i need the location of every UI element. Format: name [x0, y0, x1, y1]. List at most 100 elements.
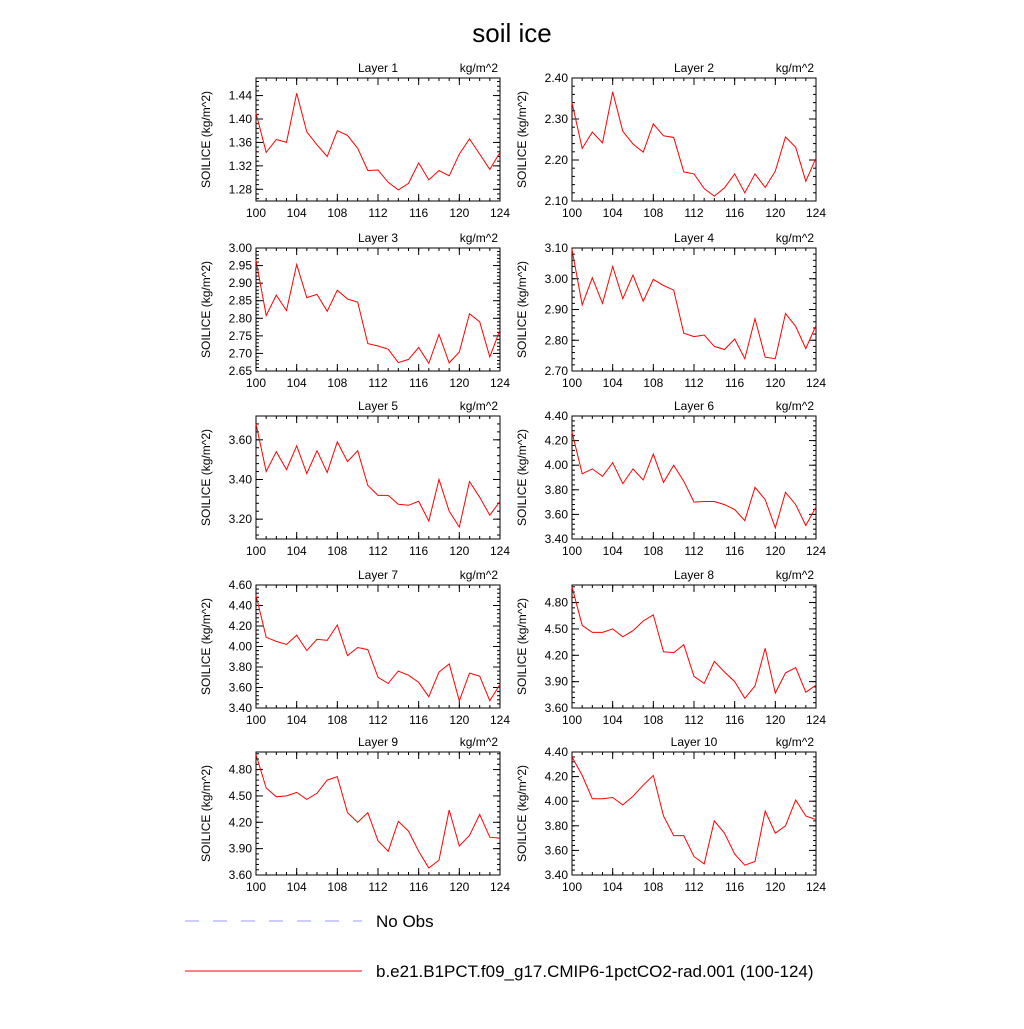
panel-units: kg/m^2	[776, 231, 815, 245]
x-tick-label: 124	[490, 206, 510, 220]
y-tick-label: 3.20	[229, 512, 253, 526]
x-tick-label: 104	[287, 206, 307, 220]
x-tick-label: 104	[603, 713, 623, 727]
x-tick-label: 112	[368, 544, 387, 558]
y-tick-label: 3.60	[545, 507, 569, 521]
series-line-model	[255, 754, 501, 869]
panel-title: Layer 7	[358, 568, 398, 582]
y-tick-label: 3.60	[229, 433, 253, 447]
y-tick-label: 4.80	[229, 763, 253, 777]
y-tick-label: 3.00	[229, 241, 253, 255]
x-tick-label: 112	[368, 376, 387, 390]
x-tick-label: 112	[684, 713, 703, 727]
plot-frame	[255, 415, 501, 540]
y-tick-label: 2.75	[229, 329, 253, 343]
panel-units: kg/m^2	[460, 231, 499, 245]
panel-layer-1: Layer 1 kg/m^2 SOILICE (kg/m^2) 100 104 108 11…	[199, 61, 510, 220]
x-tick-label: 120	[449, 206, 469, 220]
panels: Layer 1 kg/m^2 SOILICE (kg/m^2) 100 104 108 11…	[199, 61, 826, 894]
x-tick-label: 124	[806, 713, 826, 727]
panel-layer-3: Layer 3 kg/m^2 SOILICE (kg/m^2) 100 104 108 11…	[199, 231, 510, 390]
y-tick-label: 2.70	[545, 364, 569, 378]
panel-title: Layer 4	[674, 231, 714, 245]
x-tick-label: 112	[684, 206, 703, 220]
y-tick-label: 4.50	[545, 622, 569, 636]
y-tick-label: 2.80	[545, 333, 569, 347]
panel-layer-10: Layer 10 kg/m^2 SOILICE (kg/m^2) 100 104 108 1…	[515, 735, 826, 894]
x-tick-label: 120	[449, 713, 469, 727]
panel-layer-8: Layer 8 kg/m^2 SOILICE (kg/m^2) 100 104 108 11…	[515, 568, 826, 727]
plot-frame	[571, 77, 817, 202]
x-tick-label: 108	[643, 206, 663, 220]
x-tick-label: 120	[765, 880, 785, 894]
y-tick-label: 3.60	[545, 701, 569, 715]
panel-units: kg/m^2	[460, 61, 499, 75]
x-tick-label: 108	[643, 713, 663, 727]
y-tick-label: 4.20	[229, 619, 253, 633]
panel-units: kg/m^2	[776, 735, 815, 749]
x-tick-label: 112	[368, 713, 387, 727]
series-line-model	[571, 249, 817, 361]
y-axis-label: SOILICE (kg/m^2)	[515, 261, 529, 358]
y-axis-label: SOILICE (kg/m^2)	[199, 91, 213, 188]
y-tick-label: 4.20	[545, 434, 569, 448]
x-tick-label: 100	[246, 713, 266, 727]
x-tick-label: 116	[409, 880, 428, 894]
panel-units: kg/m^2	[776, 568, 815, 582]
x-tick-label: 100	[562, 206, 582, 220]
y-axis-label: SOILICE (kg/m^2)	[199, 598, 213, 695]
y-tick-label: 1.44	[229, 89, 253, 103]
x-tick-label: 120	[765, 206, 785, 220]
x-tick-label: 116	[725, 880, 744, 894]
y-tick-label: 2.95	[229, 259, 253, 273]
x-tick-label: 124	[490, 544, 510, 558]
y-tick-label: 3.40	[229, 472, 253, 486]
x-tick-label: 124	[490, 880, 510, 894]
panel-title: Layer 10	[671, 735, 718, 749]
series-line-model	[571, 756, 817, 866]
x-tick-label: 120	[449, 880, 469, 894]
x-tick-label: 112	[684, 544, 703, 558]
panel-title: Layer 8	[674, 568, 714, 582]
y-tick-label: 4.40	[229, 599, 253, 613]
x-tick-label: 100	[246, 880, 266, 894]
y-tick-label: 4.40	[545, 409, 569, 423]
y-tick-label: 2.40	[545, 71, 569, 85]
legend-obs-label: No Obs	[376, 912, 434, 931]
x-tick-label: 116	[409, 544, 428, 558]
x-tick-label: 108	[327, 880, 347, 894]
x-tick-label: 108	[327, 376, 347, 390]
plot-frame	[255, 77, 501, 202]
y-tick-label: 1.40	[229, 112, 253, 126]
y-tick-label: 3.00	[545, 272, 569, 286]
x-tick-label: 100	[562, 544, 582, 558]
y-tick-label: 2.80	[229, 311, 253, 325]
x-tick-label: 100	[246, 376, 266, 390]
y-tick-label: 4.20	[545, 648, 569, 662]
y-tick-label: 2.70	[229, 346, 253, 360]
x-tick-label: 120	[449, 376, 469, 390]
x-tick-label: 112	[368, 880, 387, 894]
y-axis-label: SOILICE (kg/m^2)	[515, 91, 529, 188]
panel-units: kg/m^2	[460, 568, 499, 582]
panel-layer-7: Layer 7 kg/m^2 SOILICE (kg/m^2) 100 104 108 11…	[199, 568, 510, 727]
x-tick-label: 104	[287, 376, 307, 390]
series-line-model	[255, 423, 501, 529]
y-tick-label: 3.10	[545, 241, 569, 255]
x-tick-label: 124	[806, 206, 826, 220]
x-tick-label: 120	[449, 544, 469, 558]
y-tick-label: 2.85	[229, 294, 253, 308]
x-tick-label: 104	[603, 880, 623, 894]
y-tick-label: 4.80	[545, 596, 569, 610]
x-tick-label: 112	[684, 880, 703, 894]
y-tick-label: 4.40	[545, 745, 569, 759]
y-tick-label: 4.00	[545, 458, 569, 472]
y-tick-label: 4.20	[229, 815, 253, 829]
y-tick-label: 3.60	[545, 843, 569, 857]
x-tick-label: 108	[643, 880, 663, 894]
x-tick-label: 100	[246, 206, 266, 220]
y-tick-label: 3.90	[545, 675, 569, 689]
x-tick-label: 112	[684, 376, 703, 390]
